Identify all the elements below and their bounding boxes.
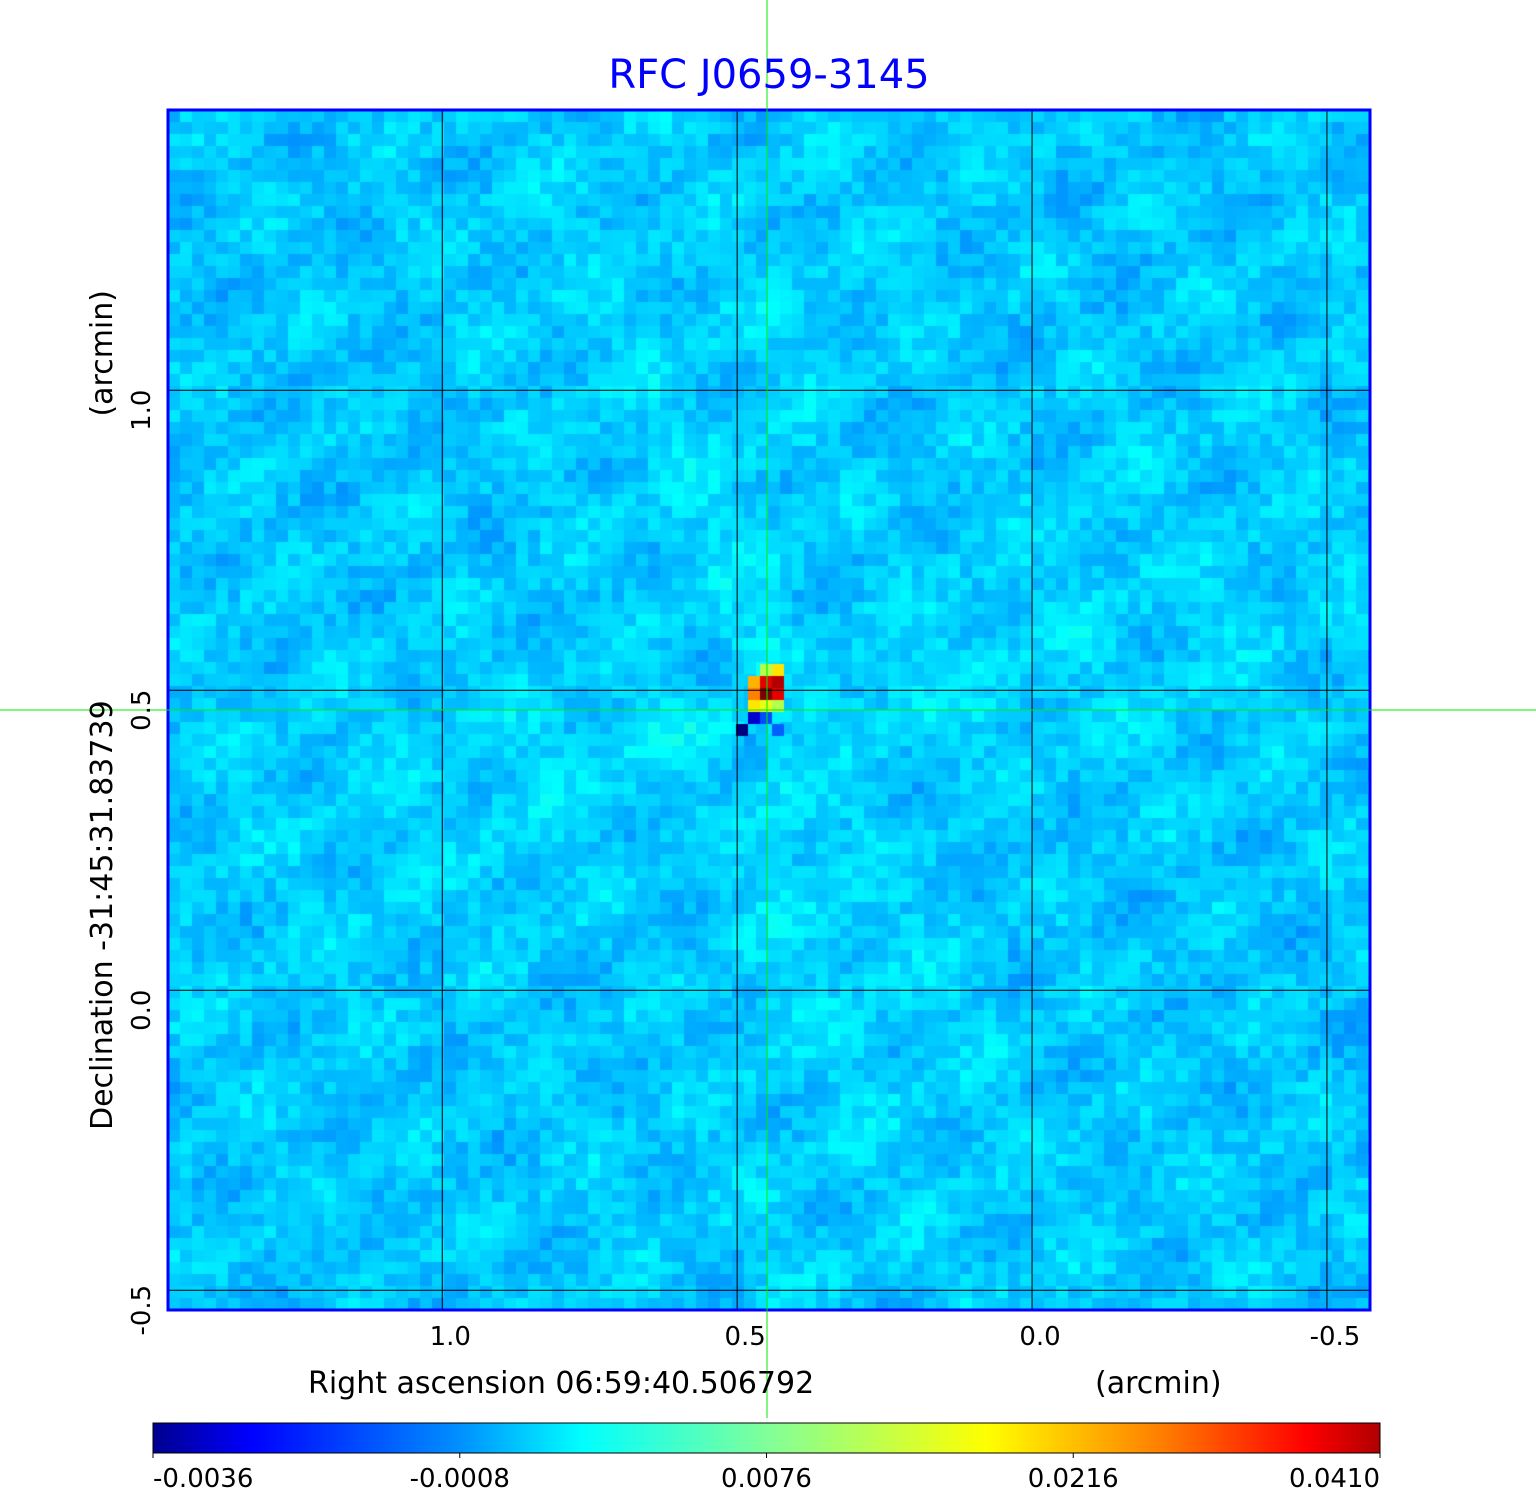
colorbar-tick-label: 0.0216 <box>1028 1464 1119 1494</box>
colorbar-tick-label: -0.0008 <box>410 1464 510 1494</box>
x-tick-label: 1.0 <box>430 1322 471 1352</box>
y-tick-label: -0.5 <box>127 1285 157 1336</box>
colorbar <box>152 1422 1381 1454</box>
y-tick-label: 1.0 <box>127 390 157 431</box>
y-tick-label: 0.5 <box>127 690 157 731</box>
x-axis-label: Right ascension 06:59:40.506792 <box>308 1366 814 1401</box>
colorbar-tick-label: 0.0410 <box>1289 1464 1380 1494</box>
y-tick-label: 0.0 <box>127 990 157 1031</box>
y-axis-label: Declination -31:45:31.83739 <box>85 700 120 1130</box>
x-tick-label: -0.5 <box>1310 1322 1361 1352</box>
chart-title: RFC J0659-3145 <box>608 52 929 98</box>
x-tick-label: 0.0 <box>1019 1322 1060 1352</box>
colorbar-tick-label: 0.0076 <box>721 1464 812 1494</box>
y-axis-unit: (arcmin) <box>85 290 120 417</box>
colorbar-tick-label: -0.0036 <box>153 1464 253 1494</box>
x-tick-label: 0.5 <box>724 1322 765 1352</box>
x-axis-unit: (arcmin) <box>1095 1366 1222 1401</box>
